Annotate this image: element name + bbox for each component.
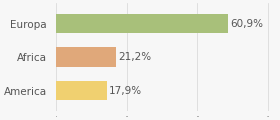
Bar	[56, 47, 116, 67]
Text: 17,9%: 17,9%	[109, 86, 142, 96]
Text: 60,9%: 60,9%	[230, 19, 263, 29]
Text: 21,2%: 21,2%	[118, 52, 151, 62]
Bar	[56, 14, 228, 33]
Bar	[56, 81, 107, 100]
